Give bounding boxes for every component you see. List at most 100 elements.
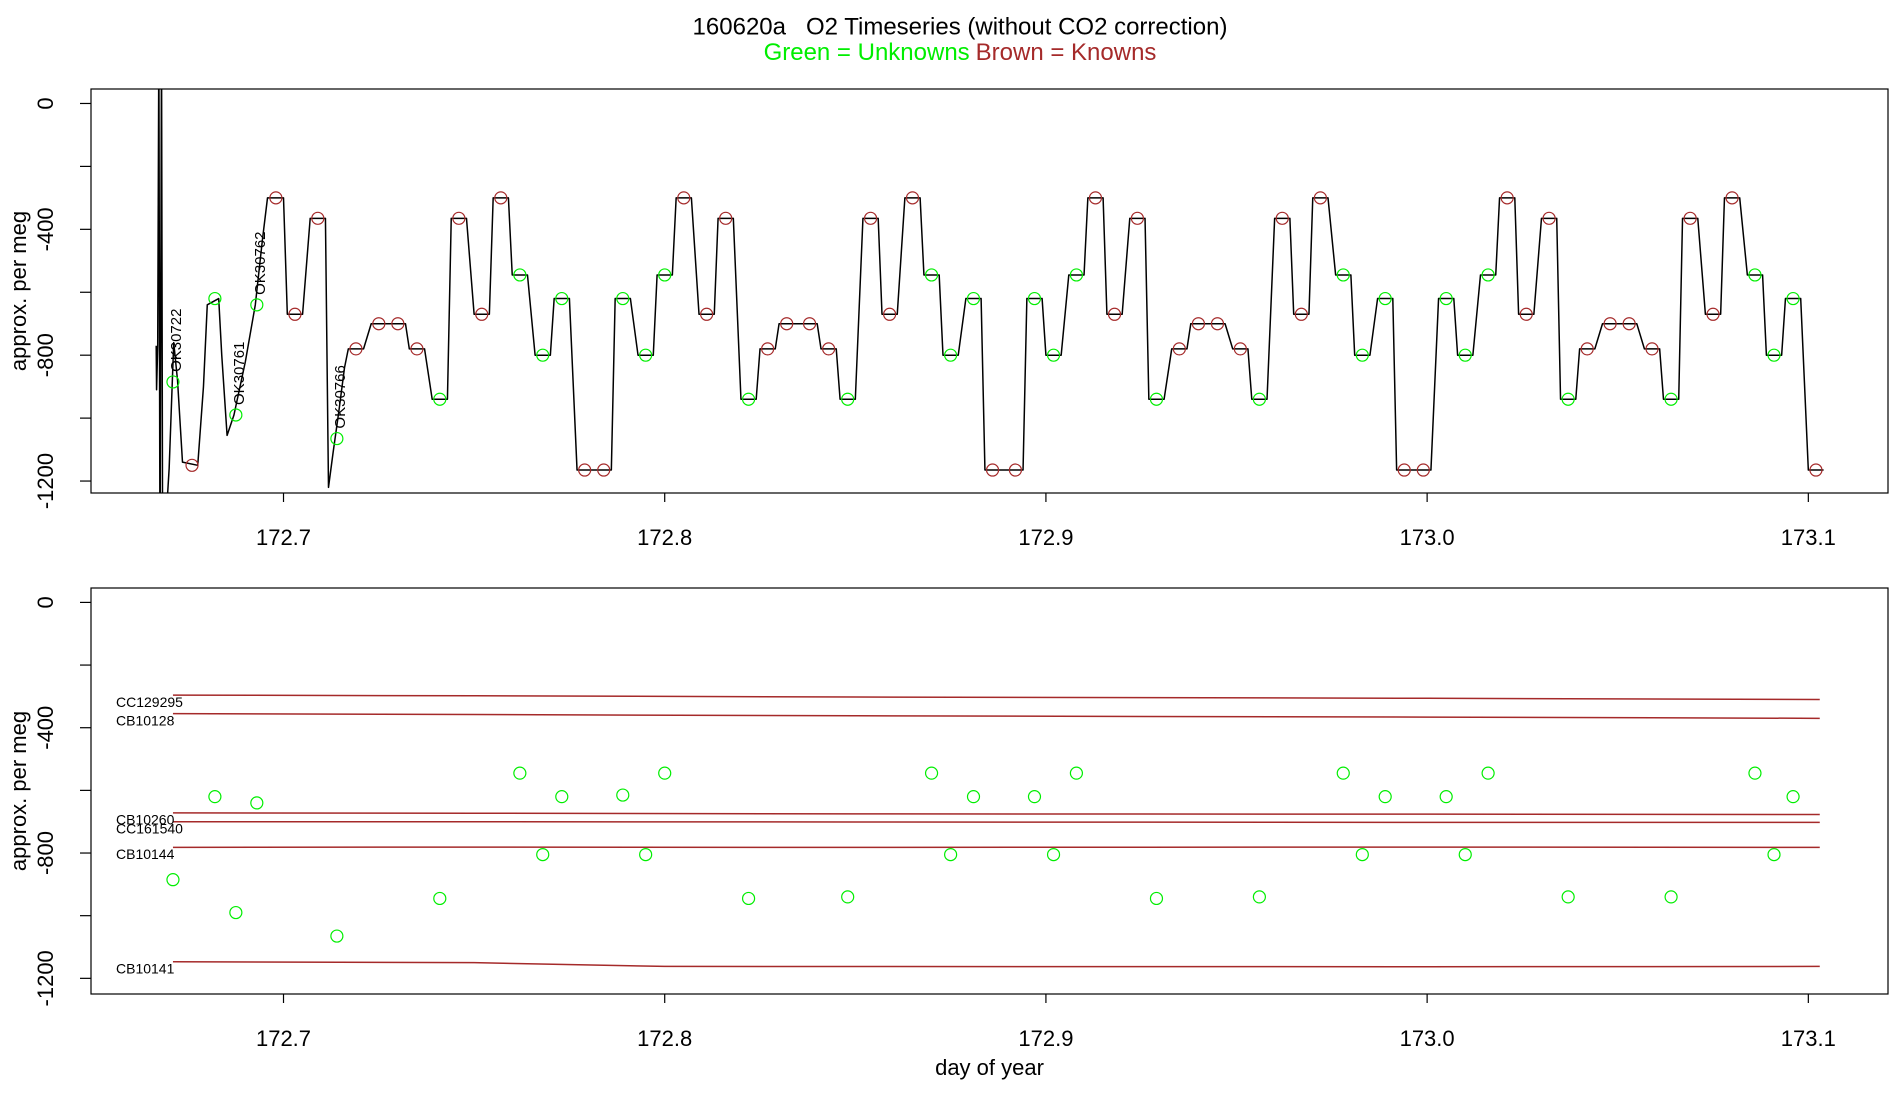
sample-point	[1355, 847, 1369, 862]
series-line	[155, 89, 1824, 493]
x-tick-label: 172.8	[637, 525, 692, 550]
sample-point	[1561, 392, 1575, 406]
sample-point	[372, 317, 386, 331]
sample-point	[229, 905, 243, 920]
sample-point	[1378, 291, 1392, 306]
sample-point	[1683, 211, 1697, 225]
sample-point	[1416, 463, 1430, 477]
sample-point	[330, 431, 344, 446]
sample-point	[1149, 392, 1164, 406]
sample-point	[1069, 268, 1084, 282]
chart-title: 160620a O2 Timeseries (without CO2 corre…	[693, 13, 1228, 40]
x-tick-label: 172.9	[1018, 1026, 1073, 1051]
sample-point	[166, 375, 180, 389]
sample-point	[269, 191, 283, 205]
sample-point	[616, 291, 630, 306]
sample-point	[1767, 348, 1781, 362]
sample-point	[1706, 307, 1720, 321]
sample-point	[536, 847, 550, 862]
sample-point	[1767, 847, 1781, 862]
sample-point	[1786, 790, 1800, 804]
point-label: OK30761	[231, 342, 248, 405]
sample-point	[555, 790, 569, 804]
point-label: OK30766	[332, 365, 349, 428]
plot-area	[155, 89, 1824, 493]
sample-point	[719, 211, 733, 225]
plot-box	[90, 88, 1889, 494]
line-label: CB10128	[116, 712, 175, 728]
sample-point	[1130, 211, 1145, 225]
series-line	[172, 812, 1820, 816]
series-line	[172, 960, 1820, 968]
sample-point	[1210, 317, 1225, 331]
line-label: CB10141	[116, 960, 175, 976]
line-label: CB10260	[116, 812, 175, 828]
sample-point	[597, 463, 611, 477]
sample-point	[802, 317, 817, 331]
sample-point	[1725, 191, 1739, 205]
sample-point	[513, 766, 527, 780]
line-label: CC129295	[116, 694, 183, 710]
y-tick-label: -800	[33, 831, 58, 875]
y-tick-label: -800	[33, 333, 58, 377]
y-tick-label: 0	[33, 596, 58, 608]
x-tick-label: 173.1	[1781, 525, 1836, 550]
line-label: CB10144	[116, 846, 175, 862]
sample-point	[841, 890, 855, 904]
sample-point	[677, 191, 691, 205]
sample-point	[1107, 307, 1122, 321]
sample-point	[1622, 317, 1636, 331]
sample-point	[1397, 463, 1411, 477]
y-tick-label: -1200	[33, 453, 58, 509]
sample-point	[966, 790, 981, 804]
x-tick-label: 173.1	[1781, 1026, 1836, 1051]
y-axis-label: approx. per meg	[6, 211, 31, 371]
x-tick-label: 172.8	[637, 1026, 692, 1051]
sample-point	[780, 317, 794, 331]
sample-point	[700, 307, 714, 321]
sample-point	[330, 929, 344, 943]
sample-point	[822, 342, 836, 356]
sample-point	[985, 463, 1000, 477]
sample-point	[1748, 766, 1762, 780]
point-label: OK30762	[252, 231, 269, 294]
sample-point	[1458, 847, 1472, 862]
sample-point	[452, 211, 466, 225]
x-axis-label: day of year	[935, 1055, 1044, 1080]
sample-point	[1748, 268, 1762, 282]
chart-subtitle: Green = Unknowns Brown = Knowns	[764, 39, 1157, 66]
sample-point	[1046, 847, 1061, 862]
sample-point	[311, 211, 325, 225]
sample-point	[1809, 463, 1823, 477]
sample-point	[250, 796, 264, 810]
sample-point	[433, 392, 447, 406]
sample-point	[1275, 211, 1289, 225]
y-axis-label: approx. per meg	[6, 711, 31, 871]
sample-point	[391, 317, 405, 331]
sample-point	[1252, 890, 1266, 904]
plot-box	[90, 587, 1889, 995]
sample-point	[1172, 342, 1186, 356]
sample-point	[166, 873, 180, 887]
sample-point	[741, 891, 756, 906]
sample-point	[1336, 268, 1350, 282]
sample-point	[208, 790, 222, 804]
sample-point	[905, 191, 920, 205]
sample-point	[433, 891, 447, 906]
sample-point	[741, 392, 756, 406]
sample-point	[1542, 211, 1556, 225]
y-tick-label: -400	[33, 207, 58, 251]
sample-point	[1580, 342, 1594, 356]
sample-point	[924, 766, 939, 780]
point-label: OK30722	[168, 309, 185, 372]
sample-point	[966, 291, 981, 306]
sample-point	[883, 307, 897, 321]
x-tick-label: 172.7	[256, 525, 311, 550]
sample-point	[1313, 191, 1327, 205]
sample-point	[1008, 463, 1023, 477]
sample-point	[1664, 890, 1678, 904]
sample-point	[841, 392, 855, 406]
sample-point	[1046, 348, 1061, 362]
sample-point	[924, 268, 939, 282]
